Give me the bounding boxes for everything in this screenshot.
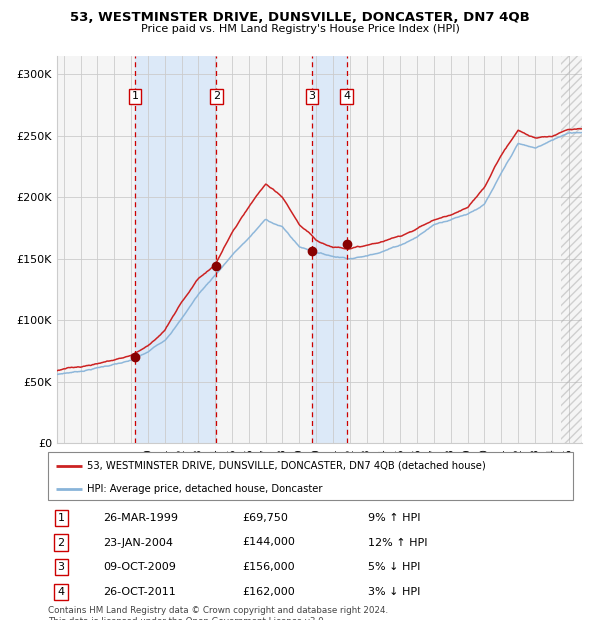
Text: £144,000: £144,000 — [242, 538, 295, 547]
Bar — [135, 56, 217, 443]
Text: Contains HM Land Registry data © Crown copyright and database right 2024.
This d: Contains HM Land Registry data © Crown c… — [48, 606, 388, 620]
Text: 26-MAR-1999: 26-MAR-1999 — [103, 513, 178, 523]
Text: 53, WESTMINSTER DRIVE, DUNSVILLE, DONCASTER, DN7 4QB (detached house): 53, WESTMINSTER DRIVE, DUNSVILLE, DONCAS… — [88, 461, 486, 471]
Text: 9% ↑ HPI: 9% ↑ HPI — [368, 513, 421, 523]
Text: 12% ↑ HPI: 12% ↑ HPI — [368, 538, 428, 547]
Text: 3: 3 — [58, 562, 65, 572]
Text: 23-JAN-2004: 23-JAN-2004 — [103, 538, 173, 547]
Text: HPI: Average price, detached house, Doncaster: HPI: Average price, detached house, Donc… — [88, 484, 323, 494]
Text: 26-OCT-2011: 26-OCT-2011 — [103, 587, 176, 597]
Text: 1: 1 — [58, 513, 65, 523]
Text: 09-OCT-2009: 09-OCT-2009 — [103, 562, 176, 572]
FancyBboxPatch shape — [48, 452, 573, 500]
Text: £162,000: £162,000 — [242, 587, 295, 597]
Bar — [312, 56, 347, 443]
Text: £156,000: £156,000 — [242, 562, 295, 572]
Text: 3% ↓ HPI: 3% ↓ HPI — [368, 587, 421, 597]
Text: 1: 1 — [131, 92, 139, 102]
Text: 2: 2 — [58, 538, 65, 547]
Text: 4: 4 — [343, 92, 350, 102]
Text: £69,750: £69,750 — [242, 513, 288, 523]
Text: 53, WESTMINSTER DRIVE, DUNSVILLE, DONCASTER, DN7 4QB: 53, WESTMINSTER DRIVE, DUNSVILLE, DONCAS… — [70, 11, 530, 24]
Text: 2: 2 — [213, 92, 220, 102]
Text: Price paid vs. HM Land Registry's House Price Index (HPI): Price paid vs. HM Land Registry's House … — [140, 24, 460, 33]
Text: 4: 4 — [58, 587, 65, 597]
Bar — [562, 56, 583, 443]
Text: 5% ↓ HPI: 5% ↓ HPI — [368, 562, 421, 572]
Text: 3: 3 — [308, 92, 316, 102]
